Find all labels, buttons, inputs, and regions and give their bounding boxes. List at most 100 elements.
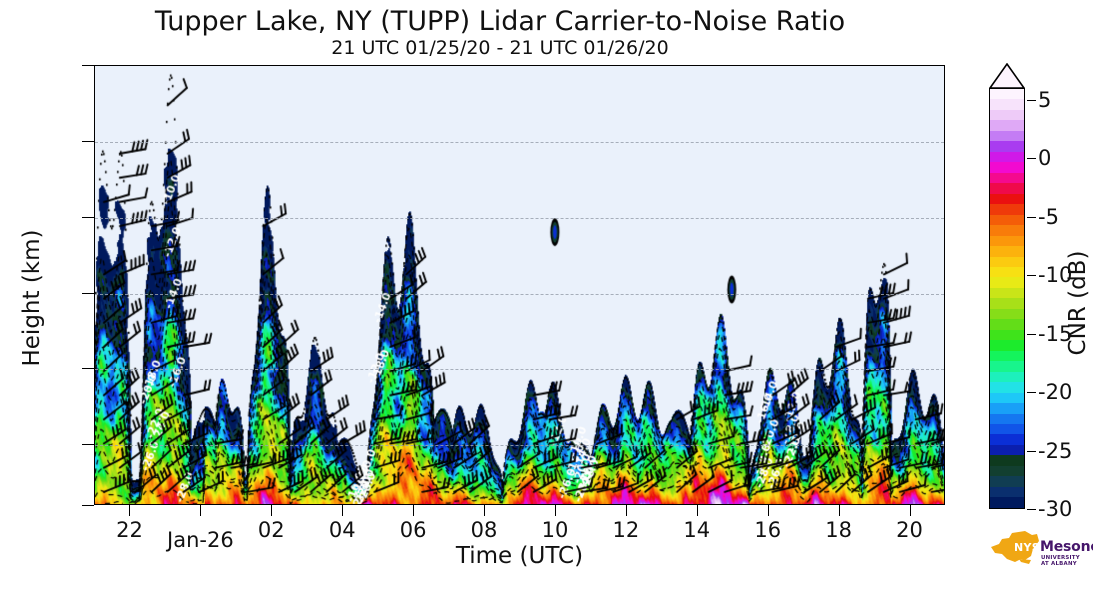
y-tick-mark [82, 292, 94, 294]
y-tick-mark [82, 216, 94, 218]
x-tick-label: 10 [541, 518, 569, 542]
colorbar-tick-mark [1027, 333, 1036, 335]
x-tick-label: 20 [896, 518, 923, 542]
colorbar-segment [990, 308, 1024, 320]
y-tick-mark [82, 65, 94, 66]
colorbar-segment [990, 130, 1024, 142]
colorbar-segment [990, 193, 1024, 205]
colorbar-segment [990, 151, 1024, 163]
colorbar-tick-label: -5 [1038, 204, 1059, 229]
new-york-state-shape-icon [991, 531, 1039, 564]
gridline [95, 141, 944, 143]
colorbar-segment [990, 392, 1024, 404]
colorbar-segment [990, 319, 1024, 330]
page-subtitle: 21 UTC 01/25/20 - 21 UTC 01/26/20 [331, 37, 669, 59]
y-tick-mark [82, 140, 94, 142]
x-axis-label: Time (UTC) [455, 543, 584, 569]
x-tick-mark [200, 505, 202, 516]
x-tick-mark [625, 505, 627, 516]
y-axis-label: Height (km) [19, 229, 45, 367]
x-tick-label: 04 [328, 518, 356, 542]
colorbar-segment [990, 256, 1024, 267]
x-tick-mark [342, 505, 344, 516]
colorbar-tick-label: -20 [1038, 380, 1073, 405]
cnr-heatmap-canvas [95, 66, 944, 504]
x-tick-mark [909, 505, 911, 516]
x-tick-mark [696, 505, 698, 516]
colorbar-segment [990, 486, 1024, 498]
colorbar-segment [990, 350, 1024, 362]
x-tick-label: 14 [683, 518, 711, 542]
colorbar-segment [990, 89, 1024, 100]
colorbar-tick-mark [1027, 216, 1036, 218]
colorbar-segment [990, 109, 1024, 121]
colorbar-tick-mark [1027, 99, 1036, 101]
colorbar-segment [990, 204, 1024, 215]
colorbar-segment [990, 99, 1024, 110]
colorbar-tick-mark [1027, 158, 1036, 160]
plot-area [94, 65, 945, 505]
colorbar-tick-label: -15 [1038, 321, 1073, 346]
colorbar-segment [990, 371, 1024, 383]
colorbar-segment [990, 382, 1024, 393]
logo-university-text: UNIVERSITY AT ALBANY [1041, 555, 1080, 567]
y-tick-mark [82, 368, 94, 370]
gridline [95, 369, 944, 371]
x-tick-label: 18 [825, 518, 852, 542]
colorbar-tick-mark [1027, 275, 1036, 277]
colorbar-segment [990, 266, 1024, 278]
x-tick-mark [413, 505, 415, 516]
colorbar-segment [990, 214, 1024, 226]
colorbar-label: CNR (dB) [1065, 250, 1091, 356]
colorbar-segment [990, 141, 1024, 152]
colorbar-segment [990, 444, 1024, 456]
x-tick-mark [129, 505, 131, 516]
colorbar-tick-label: -25 [1038, 438, 1073, 463]
x-tick-mark [484, 505, 486, 516]
x-tick-label: Jan-26 [167, 528, 234, 552]
page-title: Tupper Lake, NY (TUPP) Lidar Carrier-to-… [154, 6, 846, 37]
colorbar-segment [990, 361, 1024, 372]
colorbar-segment [990, 455, 1024, 466]
nys-mesonet-logo: NYS Mesonet UNIVERSITY AT ALBANY [985, 527, 1093, 575]
colorbar-segment [990, 120, 1024, 131]
colorbar-segment [990, 277, 1024, 288]
colorbar-extend-arrow [989, 63, 1025, 89]
colorbar [989, 63, 1025, 510]
x-tick-label: 22 [116, 518, 143, 542]
x-tick-label: 08 [470, 518, 498, 542]
x-tick-mark [767, 505, 769, 516]
colorbar-segment [990, 476, 1024, 487]
x-tick-label: 02 [257, 518, 285, 542]
colorbar-segment [990, 183, 1024, 194]
colorbar-tick-label: 5 [1038, 87, 1052, 112]
gridline [95, 217, 944, 219]
colorbar-segment [990, 162, 1024, 173]
colorbar-segment [990, 434, 1024, 445]
logo-mesonet-text: Mesonet [1040, 539, 1093, 555]
colorbar-tick-label: -10 [1038, 263, 1073, 288]
x-tick-label: 06 [399, 518, 427, 542]
colorbar-segment [990, 413, 1024, 424]
gridline [95, 445, 944, 447]
colorbar-segment [990, 235, 1024, 247]
colorbar-tick-mark [1027, 450, 1036, 452]
colorbar-gradient [989, 88, 1025, 509]
colorbar-tick-label: 0 [1038, 146, 1052, 171]
x-tick-mark [838, 505, 840, 516]
colorbar-segment [990, 497, 1024, 508]
gridline [95, 293, 944, 295]
y-tick-mark [82, 505, 94, 506]
colorbar-tick-mark [1027, 392, 1036, 394]
colorbar-segment [990, 246, 1024, 257]
y-tick-mark [82, 444, 94, 446]
colorbar-segment [990, 424, 1024, 435]
colorbar-segment [990, 287, 1024, 299]
colorbar-tick-mark [1027, 509, 1036, 510]
colorbar-tick-label: -30 [1038, 497, 1073, 521]
colorbar-segment [990, 298, 1024, 309]
colorbar-segment [990, 340, 1024, 351]
x-tick-label: 16 [754, 518, 782, 542]
x-tick-label: 12 [612, 518, 640, 542]
